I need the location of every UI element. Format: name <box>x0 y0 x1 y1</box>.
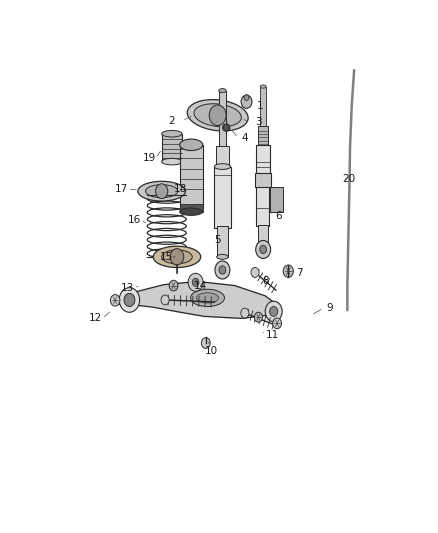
Circle shape <box>241 308 249 318</box>
Circle shape <box>223 124 229 131</box>
Ellipse shape <box>162 250 192 264</box>
Circle shape <box>260 245 267 254</box>
Bar <box>260 86 266 127</box>
Circle shape <box>124 293 135 306</box>
Circle shape <box>192 278 199 286</box>
Ellipse shape <box>260 85 266 88</box>
Text: 19: 19 <box>143 154 156 163</box>
Circle shape <box>254 312 262 322</box>
Polygon shape <box>119 281 279 318</box>
Circle shape <box>251 268 259 277</box>
Circle shape <box>215 261 230 279</box>
Text: 7: 7 <box>296 268 303 278</box>
Circle shape <box>265 301 282 322</box>
Text: 5: 5 <box>214 236 221 245</box>
Ellipse shape <box>138 181 185 201</box>
Text: 3: 3 <box>255 117 262 127</box>
Ellipse shape <box>180 208 203 215</box>
Circle shape <box>241 95 252 108</box>
Ellipse shape <box>223 124 230 131</box>
Text: 1: 1 <box>257 101 263 111</box>
Text: 15: 15 <box>160 252 173 262</box>
Text: 6: 6 <box>276 211 282 221</box>
Circle shape <box>161 295 169 305</box>
Bar <box>214 166 230 228</box>
Circle shape <box>170 248 184 265</box>
Bar <box>180 204 203 212</box>
Circle shape <box>256 240 271 259</box>
Text: 17: 17 <box>114 184 127 194</box>
Circle shape <box>273 318 282 329</box>
Bar <box>180 145 203 208</box>
Circle shape <box>201 338 210 349</box>
Bar <box>162 134 182 161</box>
Circle shape <box>209 105 226 125</box>
Ellipse shape <box>219 88 226 93</box>
Ellipse shape <box>145 184 178 198</box>
Circle shape <box>283 265 293 277</box>
Bar <box>217 226 228 257</box>
Bar <box>219 91 226 146</box>
Ellipse shape <box>191 289 224 306</box>
Bar <box>270 187 283 212</box>
Text: 20: 20 <box>342 174 355 184</box>
Bar <box>216 146 229 168</box>
Bar <box>258 126 268 146</box>
Circle shape <box>155 184 168 199</box>
Text: 14: 14 <box>194 280 207 290</box>
Text: 9: 9 <box>326 303 333 313</box>
Circle shape <box>110 295 120 306</box>
Circle shape <box>219 266 226 274</box>
Circle shape <box>169 280 178 291</box>
Text: 2: 2 <box>169 116 175 126</box>
Ellipse shape <box>194 104 241 127</box>
Ellipse shape <box>162 158 182 165</box>
Text: 13: 13 <box>121 282 134 293</box>
Ellipse shape <box>217 254 228 260</box>
Bar <box>256 145 270 175</box>
Bar <box>258 225 268 247</box>
Text: 18: 18 <box>174 184 187 194</box>
Ellipse shape <box>180 139 203 150</box>
Ellipse shape <box>187 100 248 131</box>
Ellipse shape <box>197 293 219 303</box>
Text: 16: 16 <box>128 215 141 225</box>
Bar <box>255 173 271 187</box>
Circle shape <box>119 288 140 312</box>
Text: 4: 4 <box>241 133 248 143</box>
Ellipse shape <box>153 246 201 268</box>
Text: 12: 12 <box>89 313 102 324</box>
Circle shape <box>188 273 203 292</box>
Circle shape <box>270 306 278 317</box>
Circle shape <box>244 95 249 101</box>
Text: 10: 10 <box>205 346 217 356</box>
Bar <box>256 186 269 226</box>
Text: 8: 8 <box>262 277 268 286</box>
Text: 11: 11 <box>265 330 279 340</box>
Ellipse shape <box>214 164 230 169</box>
Ellipse shape <box>162 131 182 137</box>
